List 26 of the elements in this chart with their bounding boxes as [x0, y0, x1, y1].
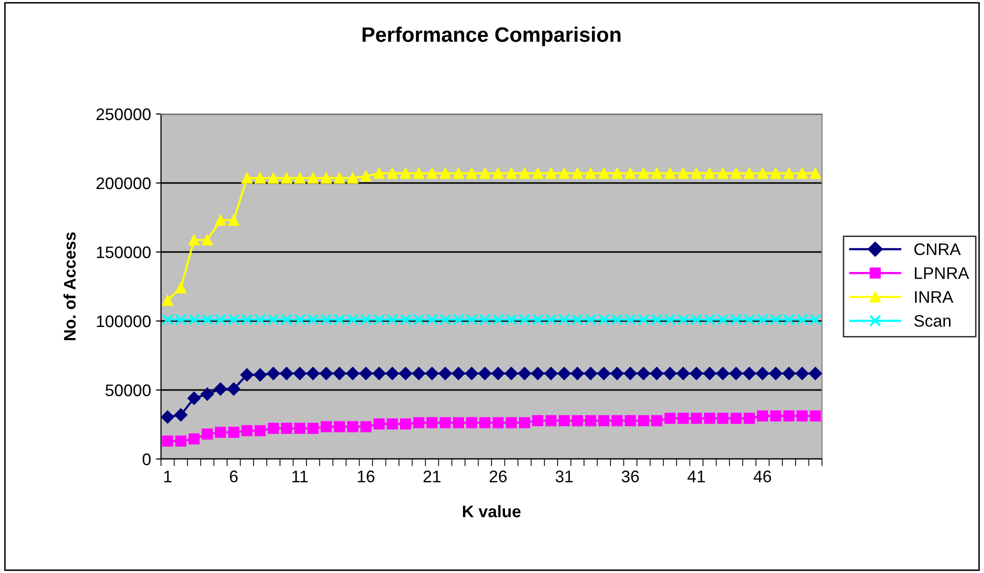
x-tick-label: 1 — [164, 470, 172, 482]
point — [810, 168, 821, 179]
x-tick-label: 36 — [622, 470, 639, 482]
x-axis-title: K value — [462, 505, 521, 518]
x-tick-label: 16 — [358, 470, 374, 482]
legend-label: Scan — [914, 314, 950, 327]
x-tick-label: 41 — [688, 470, 705, 482]
y-tick-label: 250000 — [96, 108, 151, 120]
y-axis-title: No. of Access — [63, 232, 76, 340]
x-tick-label: 46 — [754, 470, 772, 482]
x-tick-label: 21 — [424, 470, 440, 482]
legend-label: LPNRA — [914, 267, 970, 279]
legend-label: CNRA — [914, 243, 961, 256]
chart-title: Performance Comparision — [362, 26, 620, 46]
y-tick-label: 150000 — [96, 246, 151, 258]
point — [440, 417, 451, 428]
y-tick-label: 200000 — [96, 177, 151, 190]
x-tick-label: 11 — [292, 470, 308, 482]
y-tick-label: 0 — [142, 453, 151, 466]
x-tick-label: 31 — [556, 470, 573, 482]
y-tick-label: 50000 — [106, 384, 151, 396]
y-tick-label: 100000 — [96, 315, 151, 328]
legend-label: INRA — [915, 291, 954, 303]
point — [162, 294, 174, 306]
x-tick-label: 26 — [490, 470, 507, 482]
x-tick-label: 6 — [230, 470, 238, 482]
